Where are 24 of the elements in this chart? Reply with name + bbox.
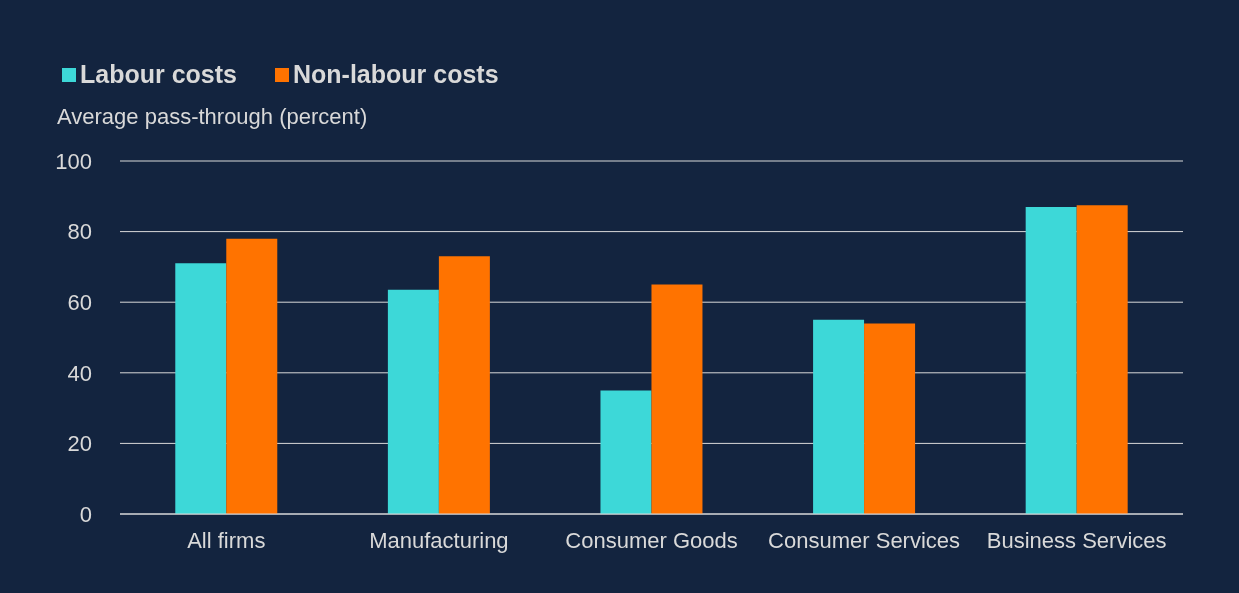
bar <box>813 319 865 514</box>
y-tick-label: 60 <box>67 290 92 316</box>
x-tick-label: Consumer Goods <box>565 527 738 553</box>
y-tick-label: 20 <box>67 431 92 457</box>
y-tick-label: 80 <box>67 219 92 245</box>
bar <box>1076 205 1128 514</box>
y-tick-label: 100 <box>55 148 92 174</box>
legend-label: Labour costs <box>80 60 237 89</box>
bar <box>438 256 490 514</box>
x-tick-label: Manufacturing <box>369 527 509 553</box>
x-tick-label: Business Services <box>986 527 1167 553</box>
bar <box>387 289 439 514</box>
x-tick-label: Consumer Services <box>768 527 961 553</box>
bar <box>651 284 703 514</box>
bar <box>864 323 916 514</box>
y-axis-title: Average pass-through (percent) <box>57 104 368 130</box>
bar <box>175 263 227 514</box>
bar <box>226 238 278 514</box>
x-tick-label: All firms <box>187 527 266 553</box>
bar <box>600 390 652 514</box>
legend-label: Non-labour costs <box>292 60 499 89</box>
y-tick-label: 0 <box>79 501 92 527</box>
bar <box>1025 206 1077 514</box>
y-tick-label: 40 <box>67 360 92 386</box>
